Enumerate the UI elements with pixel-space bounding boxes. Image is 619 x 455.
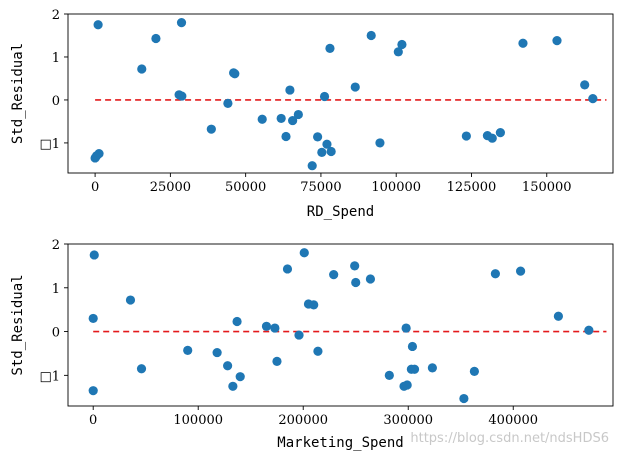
x-tick-label: 100000 — [371, 180, 421, 195]
data-point — [235, 372, 245, 382]
data-point — [588, 94, 598, 104]
data-point — [397, 39, 407, 50]
data-point — [366, 30, 376, 41]
data-point — [469, 366, 479, 377]
data-point — [94, 149, 104, 159]
rd-spend-residual-plot: 0 25000 50000 75000 100000 125000 150000 2 1 0 □1 R… — [10, 8, 614, 220]
data-point — [270, 323, 280, 333]
x-tick-label: 200000 — [278, 413, 328, 428]
x-tick-label: 0 — [91, 180, 99, 195]
data-point — [518, 38, 528, 48]
data-point — [230, 69, 240, 79]
x-tick-label: 0 — [89, 413, 97, 428]
x-tick-label: 100000 — [173, 413, 223, 428]
x-tick-label: 125000 — [447, 180, 497, 195]
data-point — [223, 361, 233, 371]
data-point — [206, 124, 216, 134]
data-point — [183, 345, 193, 355]
data-point — [393, 47, 403, 57]
data-point — [88, 386, 98, 396]
data-point — [325, 43, 335, 53]
data-point — [375, 138, 385, 148]
data-point — [176, 17, 187, 28]
data-point — [313, 132, 323, 142]
data-point — [329, 270, 339, 280]
plot-frame — [67, 243, 614, 407]
data-point — [257, 114, 267, 124]
x-tick-label: 75000 — [300, 180, 341, 195]
data-point — [285, 85, 295, 95]
data-point — [293, 109, 303, 120]
x-tick-label: 150000 — [522, 180, 572, 195]
y-tick-label: 1 — [52, 282, 60, 297]
data-point — [223, 98, 233, 108]
data-point — [490, 269, 500, 279]
data-point — [89, 250, 99, 260]
y-tick-label: 2 — [52, 8, 60, 23]
data-point — [409, 364, 420, 374]
data-point — [228, 381, 238, 391]
data-point — [125, 295, 136, 305]
data-point — [281, 131, 291, 142]
data-point — [307, 161, 317, 171]
y-axis-label: Std_Residual — [10, 43, 26, 144]
x-tick-label: 50000 — [225, 180, 266, 195]
y-tick-label: □1 — [39, 137, 60, 152]
data-point — [407, 341, 418, 352]
x-tick-label: 300000 — [383, 413, 433, 428]
x-tick-label: 25000 — [150, 180, 191, 195]
data-point — [427, 363, 437, 373]
data-point — [137, 64, 147, 74]
data-point — [288, 115, 298, 126]
y-axis-label: Std_Residual — [10, 274, 26, 375]
data-point — [313, 346, 323, 356]
data-point — [580, 80, 590, 90]
data-point — [317, 147, 327, 157]
data-point — [402, 380, 412, 390]
data-point — [88, 313, 98, 324]
data-point — [350, 261, 360, 271]
data-point — [365, 274, 376, 284]
data-point — [515, 266, 526, 276]
data-point — [276, 113, 286, 124]
data-point — [495, 128, 505, 138]
data-point — [136, 364, 147, 374]
watermark: https://blog.csdn.net/ndsHDS6 — [410, 431, 609, 446]
data-point — [177, 91, 187, 101]
data-point — [299, 248, 309, 258]
y-tick-label: 2 — [52, 238, 60, 253]
x-axis-label: Marketing_Spend — [277, 435, 403, 451]
data-point — [232, 316, 242, 327]
data-point — [552, 36, 562, 46]
plot-frame — [67, 13, 614, 174]
data-point — [487, 133, 497, 143]
x-tick-label: 400000 — [488, 413, 538, 428]
data-point — [401, 323, 411, 333]
data-point — [584, 325, 594, 335]
y-tick-label: 1 — [52, 51, 60, 66]
data-point — [309, 300, 319, 310]
data-point — [553, 311, 563, 321]
data-point — [384, 370, 394, 380]
data-point — [350, 82, 360, 92]
data-point — [326, 146, 336, 157]
data-point — [351, 277, 361, 288]
x-axis-label: RD_Spend — [307, 204, 374, 220]
y-tick-label: 0 — [52, 94, 60, 109]
data-point — [272, 356, 282, 366]
data-point — [319, 91, 330, 102]
data-point — [461, 131, 471, 141]
data-point — [93, 20, 103, 30]
data-point — [294, 330, 304, 340]
data-point — [322, 139, 332, 149]
y-tick-label: 0 — [52, 326, 60, 341]
y-tick-label: □1 — [39, 369, 60, 384]
data-point — [261, 321, 272, 331]
data-point — [282, 264, 293, 274]
marketing-spend-residual-plot: 0 100000 200000 300000 400000 2 1 0 □1 Marketing_… — [10, 238, 614, 451]
data-point — [212, 347, 222, 358]
data-point — [459, 393, 469, 404]
data-point — [151, 33, 161, 44]
